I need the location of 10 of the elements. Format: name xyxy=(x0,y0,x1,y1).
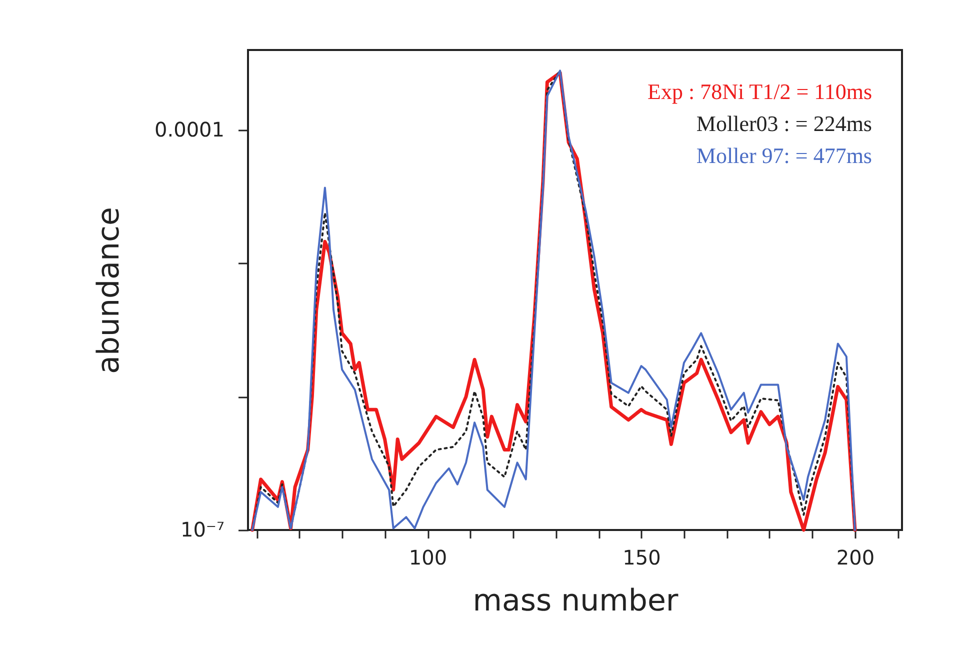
text: Moller 97: = 477ms xyxy=(696,143,872,168)
y-tick-label: 0.0001 xyxy=(154,118,224,142)
x-tick-label: 200 xyxy=(836,546,875,570)
x-tick-label: 100 xyxy=(408,546,448,570)
text: Exp : 78Ni T1/2 = 110ms xyxy=(648,79,872,104)
text: Moller03 : = 224ms xyxy=(696,111,872,136)
y-tick-label: 10⁻⁷ xyxy=(180,518,224,542)
x-tick-label: 150 xyxy=(622,546,661,570)
y-axis-title: abundance xyxy=(92,207,127,374)
x-axis-title: mass number xyxy=(472,584,679,618)
